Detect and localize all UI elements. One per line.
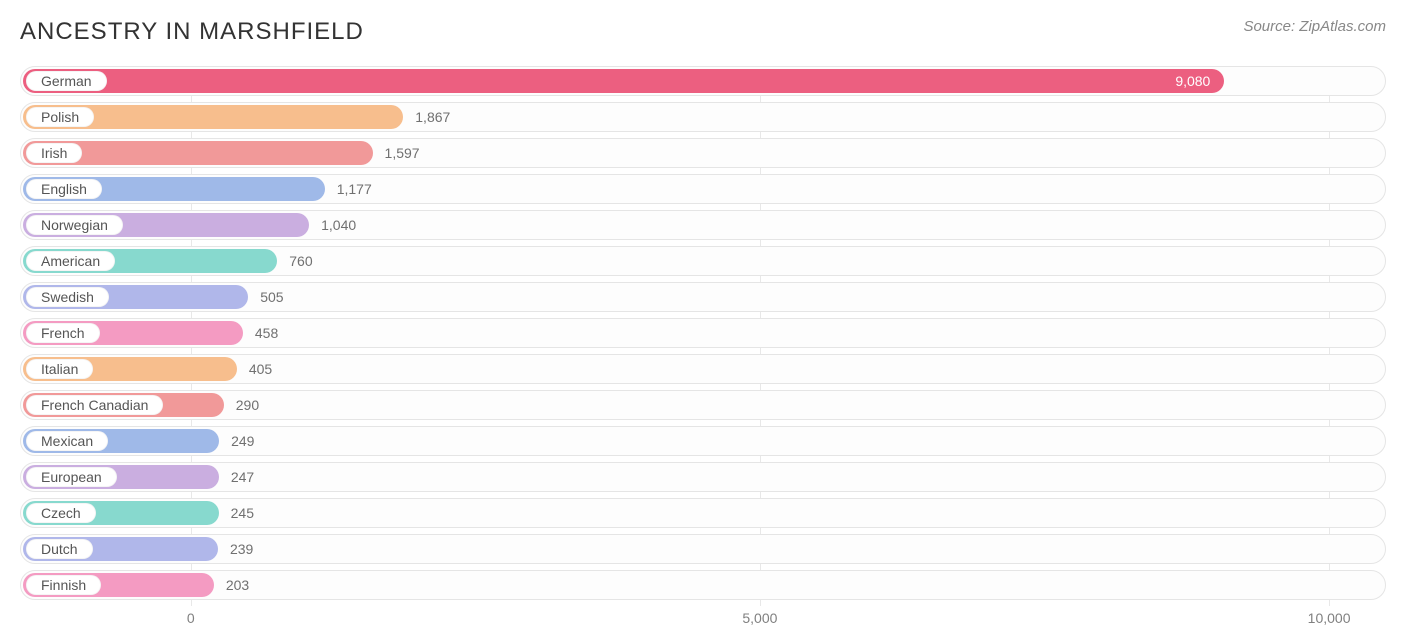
bar-row: English 1,177 [20, 174, 1386, 204]
bar-label-pill: Dutch [26, 539, 93, 559]
bar-row: Mexican 249 [20, 426, 1386, 456]
bar-row: German 9,080 [20, 66, 1386, 96]
bar-label-pill: Irish [26, 143, 82, 163]
bar-label-pill: American [26, 251, 115, 271]
bar-row: Dutch 239 [20, 534, 1386, 564]
bar-label-pill: Italian [26, 359, 93, 379]
bar-track [20, 462, 1386, 492]
bar-row: Italian 405 [20, 354, 1386, 384]
bar-row: European 247 [20, 462, 1386, 492]
bar-value: 505 [260, 282, 283, 312]
bar-label-pill: European [26, 467, 117, 487]
bar-value: 249 [231, 426, 254, 456]
x-axis-tick-label: 10,000 [1308, 610, 1351, 626]
bar-value: 290 [236, 390, 259, 420]
chart-area: German 9,080 Polish 1,867 Irish 1,597 English 1… [20, 66, 1386, 634]
bar-value: 203 [226, 570, 249, 600]
bar-value: 760 [289, 246, 312, 276]
x-axis-tick-label: 0 [187, 610, 195, 626]
bar-row: American 760 [20, 246, 1386, 276]
chart-title: ANCESTRY IN MARSHFIELD [20, 18, 364, 46]
bar-label-pill: English [26, 179, 102, 199]
bar-row: Czech 245 [20, 498, 1386, 528]
bar-value: 245 [231, 498, 254, 528]
bar-value: 239 [230, 534, 253, 564]
bar-value: 458 [255, 318, 278, 348]
bar-label-pill: Finnish [26, 575, 101, 595]
bar-row: Swedish 505 [20, 282, 1386, 312]
bar-row: Finnish 203 [20, 570, 1386, 600]
bar-track [20, 534, 1386, 564]
bar-fill [23, 69, 1224, 93]
bar-row: Polish 1,867 [20, 102, 1386, 132]
bar-row: Norwegian 1,040 [20, 210, 1386, 240]
bar-label-pill: Polish [26, 107, 94, 127]
bar-value: 405 [249, 354, 272, 384]
bar-label-pill: Mexican [26, 431, 108, 451]
bar-track [20, 426, 1386, 456]
bar-row: Irish 1,597 [20, 138, 1386, 168]
bar-value: 247 [231, 462, 254, 492]
bar-value: 1,867 [415, 102, 450, 132]
bar-label-pill: German [26, 71, 107, 91]
bar-value: 9,080 [1175, 66, 1210, 96]
bar-label-pill: French [26, 323, 100, 343]
bar-value: 1,177 [337, 174, 372, 204]
chart-source: Source: ZipAtlas.com [1243, 18, 1386, 35]
bar-value: 1,597 [385, 138, 420, 168]
bar-label-pill: Czech [26, 503, 96, 523]
bar-label-pill: Swedish [26, 287, 109, 307]
bar-row: French 458 [20, 318, 1386, 348]
chart-container: ANCESTRY IN MARSHFIELD Source: ZipAtlas.… [0, 0, 1406, 644]
header: ANCESTRY IN MARSHFIELD Source: ZipAtlas.… [20, 18, 1386, 46]
bar-value: 1,040 [321, 210, 356, 240]
bar-track [20, 498, 1386, 528]
bar-label-pill: Norwegian [26, 215, 123, 235]
bar-row: French Canadian 290 [20, 390, 1386, 420]
bar-label-pill: French Canadian [26, 395, 163, 415]
bar-track [20, 390, 1386, 420]
x-axis: 0 5,000 10,000 [20, 606, 1386, 634]
x-axis-tick-label: 5,000 [742, 610, 777, 626]
